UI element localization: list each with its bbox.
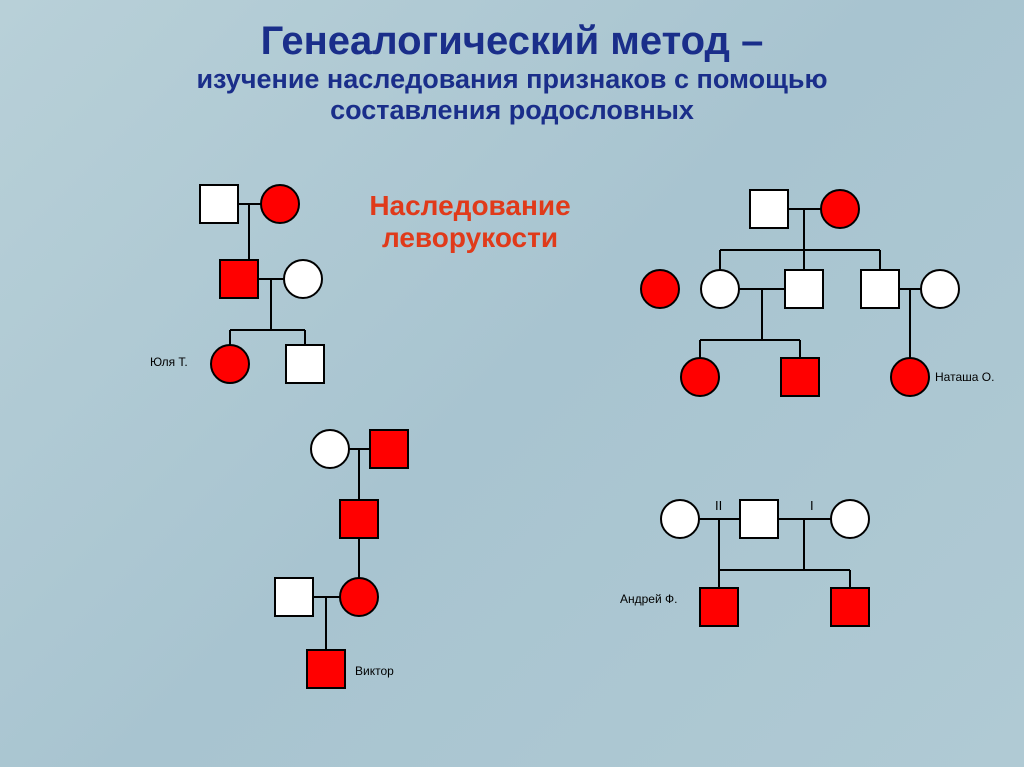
female-affected xyxy=(340,578,378,616)
female-unaffected xyxy=(661,500,699,538)
male-affected xyxy=(781,358,819,396)
slide-title: Генеалогический метод – изучение наследо… xyxy=(0,0,1024,126)
male-affected xyxy=(340,500,378,538)
title-main-text: Генеалогический метод – xyxy=(0,18,1024,64)
label-andrey: Андрей Ф. xyxy=(620,592,677,606)
male-unaffected xyxy=(286,345,324,383)
pedigree-viktor xyxy=(275,430,408,688)
male-unaffected xyxy=(740,500,778,538)
label-viktor: Виктор xyxy=(355,664,394,678)
female-affected xyxy=(641,270,679,308)
pedigree-natasha xyxy=(641,190,959,396)
inheritance-label: Наследование леворукости xyxy=(350,190,590,254)
male-affected xyxy=(307,650,345,688)
inherit-line1: Наследование xyxy=(350,190,590,222)
male-affected xyxy=(700,588,738,626)
title-sub-line1: изучение наследования признаков с помощь… xyxy=(0,64,1024,95)
male-unaffected xyxy=(275,578,313,616)
female-unaffected xyxy=(921,270,959,308)
male-unaffected xyxy=(200,185,238,223)
female-unaffected xyxy=(701,270,739,308)
male-affected xyxy=(370,430,408,468)
female-unaffected xyxy=(311,430,349,468)
female-affected xyxy=(261,185,299,223)
title-sub-line2: составления родословных xyxy=(0,95,1024,126)
female-unaffected xyxy=(831,500,869,538)
female-affected xyxy=(681,358,719,396)
male-unaffected xyxy=(785,270,823,308)
female-affected xyxy=(821,190,859,228)
roman-one: I xyxy=(810,498,814,513)
roman-two: II xyxy=(715,498,722,513)
female-affected xyxy=(211,345,249,383)
female-affected xyxy=(891,358,929,396)
pedigree-yulya xyxy=(200,185,324,383)
male-unaffected xyxy=(861,270,899,308)
female-unaffected xyxy=(284,260,322,298)
label-yulya: Юля Т. xyxy=(150,355,188,369)
male-unaffected xyxy=(750,190,788,228)
inherit-line2: леворукости xyxy=(350,222,590,254)
male-affected xyxy=(831,588,869,626)
male-affected xyxy=(220,260,258,298)
label-natasha: Наташа О. xyxy=(935,370,994,384)
pedigree-andrey: II I xyxy=(661,498,869,626)
